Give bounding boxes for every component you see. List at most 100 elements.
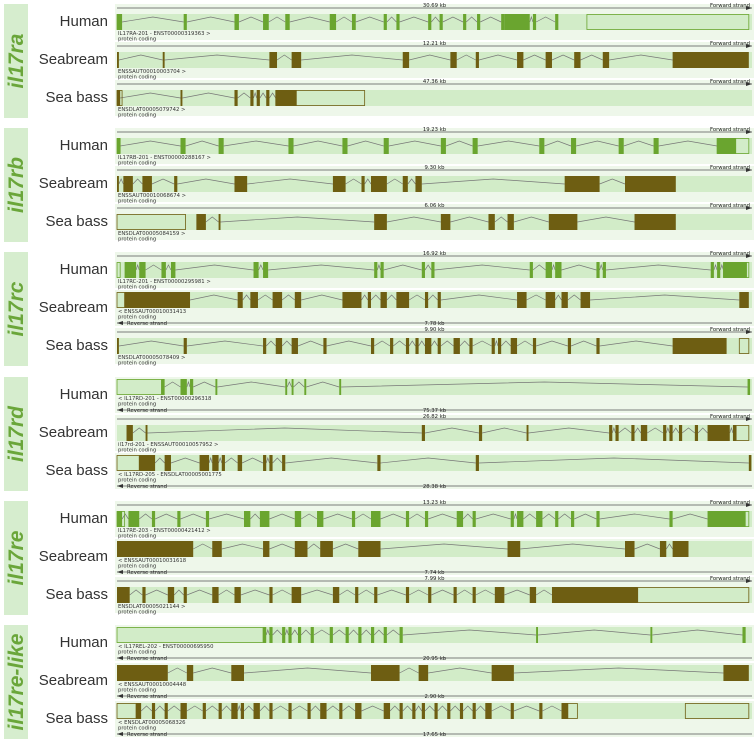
intron — [205, 216, 219, 223]
exon — [351, 14, 356, 30]
exon — [539, 138, 545, 154]
exon — [485, 703, 492, 719]
exon — [529, 587, 537, 603]
scale-label: 17.65 kb — [423, 732, 447, 738]
exon — [117, 52, 119, 68]
exon — [380, 262, 384, 278]
exon — [145, 425, 148, 441]
species-label: Human — [60, 13, 108, 30]
exon — [164, 455, 171, 471]
species-label: Seabream — [39, 672, 108, 689]
exon — [117, 338, 119, 354]
intron — [590, 294, 740, 301]
exon — [618, 138, 624, 154]
intron — [129, 589, 143, 596]
scale-label: 7.99 kb — [425, 576, 446, 582]
species-label: Seabream — [39, 51, 108, 68]
intron — [185, 140, 219, 147]
intron — [388, 140, 441, 147]
exon — [555, 14, 559, 30]
exon — [288, 627, 292, 643]
intron — [193, 543, 213, 550]
intron — [389, 705, 400, 712]
exon — [371, 627, 375, 643]
exon — [371, 665, 400, 681]
biotype-label: protein coding — [118, 237, 156, 243]
exon — [439, 14, 443, 30]
exon — [472, 703, 476, 719]
intron — [313, 629, 330, 636]
biotype-label: protein coding — [118, 610, 156, 616]
biotype-label: protein coding — [118, 75, 156, 81]
intron — [250, 513, 261, 520]
exon — [472, 138, 478, 154]
transcript-label: ENSDLAT00005079742 > — [118, 107, 185, 113]
intron — [618, 427, 632, 434]
strand-label: Reverse strand — [127, 321, 167, 327]
intron — [342, 705, 356, 712]
strand-label: Forward strand — [710, 327, 750, 333]
exon — [269, 587, 273, 603]
intron — [293, 381, 305, 388]
intron — [269, 92, 277, 99]
strand-label: Forward strand — [710, 414, 750, 420]
biotype-label: protein coding — [118, 688, 156, 694]
exon — [285, 14, 290, 30]
intron — [167, 667, 188, 674]
intron — [269, 513, 295, 520]
intron — [428, 667, 492, 674]
exon — [415, 338, 419, 354]
track-human: Human 13.23 kb Forward strand IL17RE-203 - … — [60, 500, 754, 540]
intron — [276, 54, 292, 61]
intron — [361, 705, 384, 712]
exon — [723, 262, 747, 278]
exon — [186, 665, 194, 681]
exon — [517, 511, 524, 527]
intron — [611, 426, 616, 434]
transcript-band — [117, 627, 752, 643]
transcript-label: ENSDLAT00005084159 > — [118, 231, 185, 237]
exon — [428, 14, 432, 30]
exon — [320, 541, 333, 557]
intron — [535, 16, 556, 23]
exon — [285, 379, 288, 395]
biotype-label: protein coding — [118, 478, 156, 484]
intron — [293, 140, 343, 147]
track-sea-bass: Sea bass Reverse strand 17.65 kb < ENSDLAT0… — [45, 701, 754, 738]
exon — [329, 14, 337, 30]
exon — [183, 587, 187, 603]
exon — [342, 138, 348, 154]
intron — [326, 705, 340, 712]
species-label: Sea bass — [45, 89, 108, 106]
intron — [408, 513, 426, 520]
exon — [383, 138, 389, 154]
intron — [182, 92, 235, 99]
exon — [355, 587, 359, 603]
intron — [154, 457, 165, 464]
intron — [165, 264, 172, 271]
exon — [218, 138, 224, 154]
intron — [364, 178, 372, 185]
intron — [523, 513, 537, 520]
transcript-label: < ENSSAUT00010031413 — [118, 309, 186, 315]
intron — [551, 263, 556, 271]
biotype-label: protein coding — [118, 285, 156, 291]
transcript-band — [117, 292, 752, 308]
strand-label: Reverse strand — [127, 408, 167, 414]
exon — [139, 455, 156, 471]
intron — [373, 340, 391, 347]
exon — [694, 425, 699, 441]
exon — [263, 627, 267, 643]
intron — [665, 426, 670, 434]
transcript-label: IL17RA-201 - ENST00000319363 > — [118, 31, 211, 37]
exon — [561, 703, 568, 719]
strand-arrow-icon — [117, 732, 123, 736]
intron — [383, 264, 422, 271]
biotype-label: protein coding — [118, 361, 156, 367]
intron — [361, 629, 372, 636]
exon — [625, 176, 676, 192]
intron — [418, 340, 426, 347]
intron — [652, 629, 743, 636]
intron — [542, 705, 562, 712]
strand-arrow-icon — [117, 656, 123, 660]
